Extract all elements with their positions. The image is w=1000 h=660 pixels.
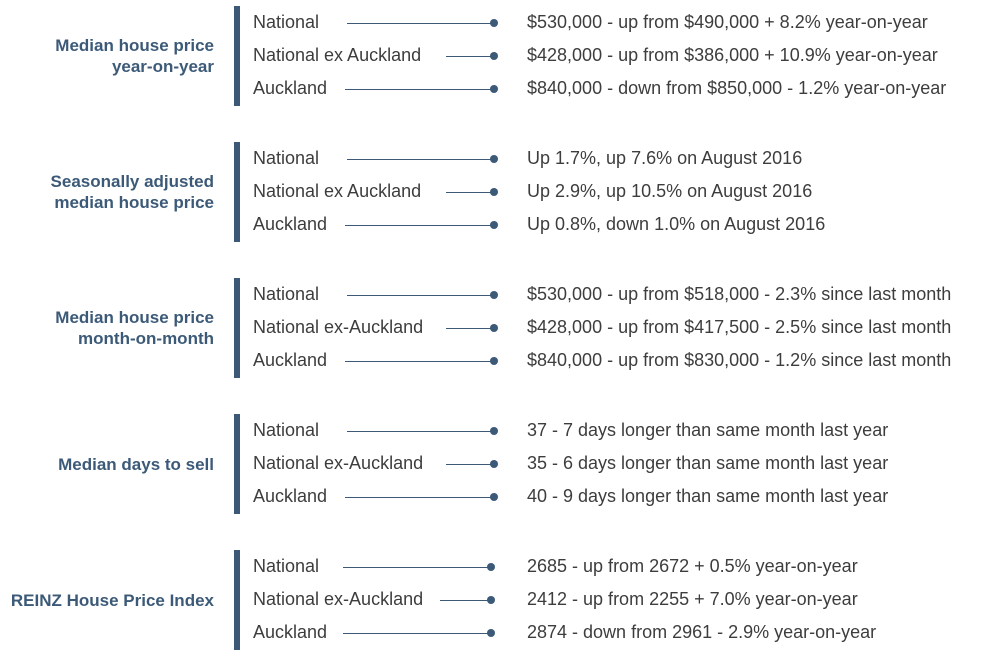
connector-line — [446, 56, 492, 57]
heading-line: year-on-year — [111, 57, 214, 76]
connector-dot — [490, 427, 498, 435]
connector-line — [347, 431, 492, 432]
section-median-price-mom: Median house price month-on-month Nation… — [0, 276, 1000, 380]
row-value: 2874 - down from 2961 - 2.9% year-on-yea… — [527, 622, 877, 642]
row-value: $530,000 - up from $490,000 + 8.2% year-… — [527, 12, 928, 32]
section-divider-bar — [234, 6, 240, 106]
connector-dot — [487, 563, 495, 571]
section-median-price-yoy: Median house price year-on-year National… — [0, 4, 1000, 108]
row-label: Auckland — [253, 486, 328, 506]
list-item: National ex-Auckland 35 - 6 days longer … — [0, 447, 1000, 480]
list-item: National ex-Auckland $428,000 - up from … — [0, 311, 1000, 344]
heading-line: Median house price — [55, 36, 214, 55]
list-item: National ex Auckland Up 2.9%, up 10.5% o… — [0, 175, 1000, 208]
heading-line: Seasonally adjusted — [50, 172, 214, 191]
row-label: National — [253, 148, 320, 168]
connector-dot — [487, 596, 495, 604]
row-value: 37 - 7 days longer than same month last … — [527, 420, 889, 440]
row-value: 2412 - up from 2255 + 7.0% year-on-year — [527, 589, 858, 609]
row-label: National ex-Auckland — [253, 589, 424, 609]
connector-line — [343, 567, 489, 568]
heading-line: Median house price — [55, 308, 214, 327]
connector-dot — [490, 155, 498, 163]
connector-line — [343, 633, 489, 634]
row-label: National ex Auckland — [253, 45, 422, 65]
connector-line — [347, 23, 492, 24]
list-item: National ex-Auckland 2412 - up from 2255… — [0, 583, 1000, 616]
connector-dot — [490, 221, 498, 229]
connector-dot — [490, 460, 498, 468]
row-label: Auckland — [253, 78, 328, 98]
connector-line — [345, 497, 492, 498]
connector-dot — [490, 291, 498, 299]
row-value: $428,000 - up from $417,500 - 2.5% since… — [527, 317, 952, 337]
section-house-price-index: REINZ House Price Index National 2685 - … — [0, 548, 1000, 652]
row-label: National ex-Auckland — [253, 317, 424, 337]
row-value: Up 0.8%, down 1.0% on August 2016 — [527, 214, 826, 234]
row-label: National ex Auckland — [253, 181, 422, 201]
list-item: National $530,000 - up from $490,000 + 8… — [0, 6, 1000, 39]
row-value: 35 - 6 days longer than same month last … — [527, 453, 889, 473]
connector-line — [446, 328, 492, 329]
connector-line — [347, 295, 492, 296]
section-seasonally-adjusted: Seasonally adjusted median house price N… — [0, 140, 1000, 244]
connector-dot — [487, 629, 495, 637]
connector-line — [440, 600, 489, 601]
section-heading: REINZ House Price Index — [0, 548, 214, 652]
heading-line: Median days to sell — [58, 454, 214, 474]
section-median-days-to-sell: Median days to sell National 37 - 7 days… — [0, 412, 1000, 516]
row-value: $428,000 - up from $386,000 + 10.9% year… — [527, 45, 938, 65]
row-label: National ex-Auckland — [253, 453, 424, 473]
section-divider-bar — [234, 142, 240, 242]
connector-line — [345, 89, 492, 90]
connector-line — [446, 192, 492, 193]
connector-line — [345, 225, 492, 226]
section-heading: Median house price year-on-year — [0, 4, 214, 108]
row-value: $840,000 - down from $850,000 - 1.2% yea… — [527, 78, 947, 98]
heading-line: REINZ House Price Index — [10, 590, 214, 610]
section-divider-bar — [234, 550, 240, 650]
list-item: National 2685 - up from 2672 + 0.5% year… — [0, 550, 1000, 583]
connector-line — [345, 361, 492, 362]
connector-dot — [490, 188, 498, 196]
connector-dot — [490, 324, 498, 332]
section-divider-bar — [234, 278, 240, 378]
row-value: $530,000 - up from $518,000 - 2.3% since… — [527, 284, 952, 304]
row-label: National — [253, 12, 320, 32]
row-value: Up 2.9%, up 10.5% on August 2016 — [527, 181, 813, 201]
connector-dot — [490, 357, 498, 365]
connector-line — [446, 464, 492, 465]
list-item: National $530,000 - up from $518,000 - 2… — [0, 278, 1000, 311]
connector-dot — [490, 493, 498, 501]
row-value: 2685 - up from 2672 + 0.5% year-on-year — [527, 556, 858, 576]
row-label: Auckland — [253, 350, 328, 370]
section-heading: Median house price month-on-month — [0, 276, 214, 380]
section-heading: Seasonally adjusted median house price — [0, 140, 214, 244]
row-label: National — [253, 420, 320, 440]
heading-line: month-on-month — [78, 329, 214, 348]
connector-dot — [490, 19, 498, 27]
list-item: Auckland $840,000 - up from $830,000 - 1… — [0, 344, 1000, 377]
heading-line: median house price — [54, 193, 214, 212]
list-item: Auckland 2874 - down from 2961 - 2.9% ye… — [0, 616, 1000, 649]
row-label: Auckland — [253, 622, 328, 642]
connector-dot — [490, 52, 498, 60]
connector-line — [347, 159, 492, 160]
list-item: Auckland $840,000 - down from $850,000 -… — [0, 72, 1000, 105]
list-item: Auckland Up 0.8%, down 1.0% on August 20… — [0, 208, 1000, 241]
list-item: National ex Auckland $428,000 - up from … — [0, 39, 1000, 72]
row-value: Up 1.7%, up 7.6% on August 2016 — [527, 148, 803, 168]
row-value: $840,000 - up from $830,000 - 1.2% since… — [527, 350, 952, 370]
section-divider-bar — [234, 414, 240, 514]
row-label: Auckland — [253, 214, 328, 234]
row-label: National — [253, 284, 320, 304]
section-heading: Median days to sell — [0, 412, 214, 516]
connector-dot — [490, 85, 498, 93]
list-item: National Up 1.7%, up 7.6% on August 2016 — [0, 142, 1000, 175]
list-item: Auckland 40 - 9 days longer than same mo… — [0, 480, 1000, 513]
row-label: National — [253, 556, 320, 576]
list-item: National 37 - 7 days longer than same mo… — [0, 414, 1000, 447]
row-value: 40 - 9 days longer than same month last … — [527, 486, 889, 506]
